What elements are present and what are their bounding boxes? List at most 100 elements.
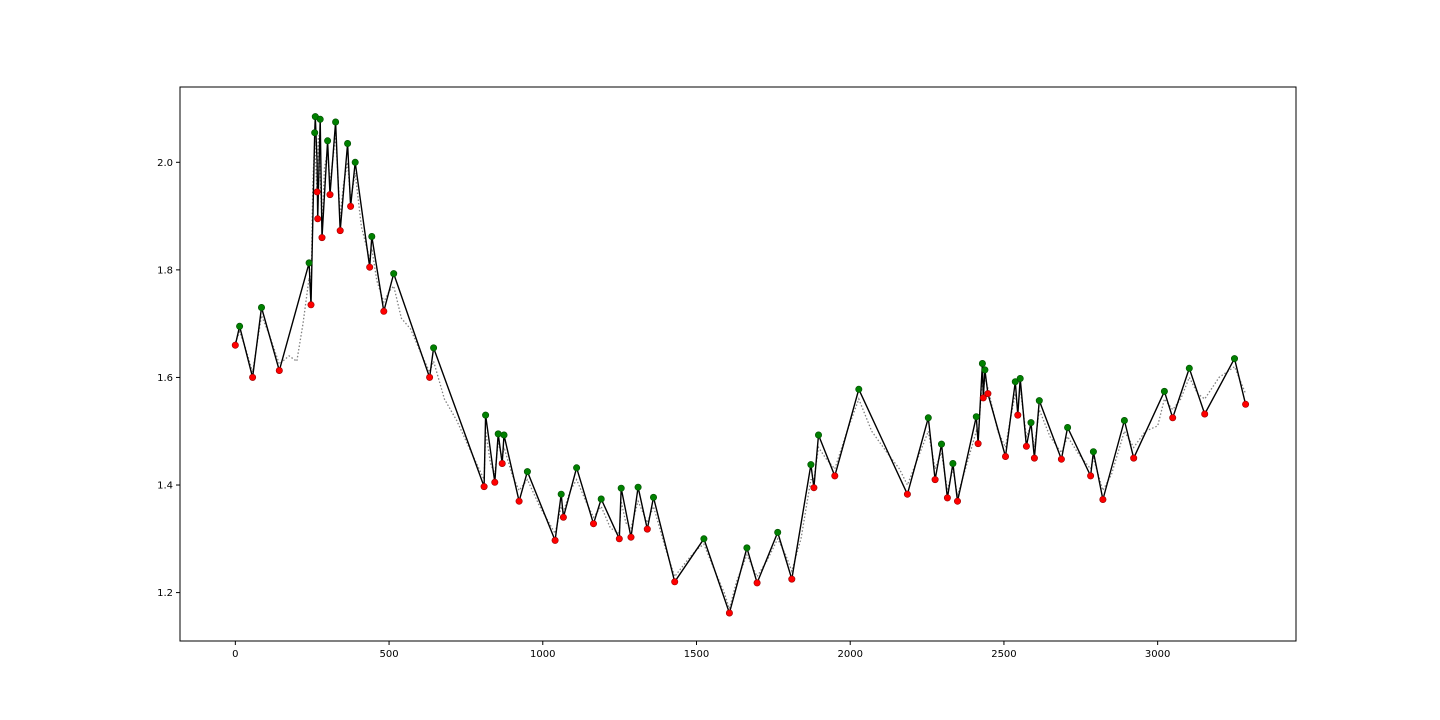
peak-marker — [597, 495, 605, 503]
axes-frame — [179, 86, 1297, 642]
peak-marker — [1011, 378, 1019, 386]
peak-marker — [1016, 374, 1024, 382]
trough-marker — [615, 535, 623, 543]
peak-marker — [257, 303, 265, 311]
peak-marker — [1120, 416, 1128, 424]
trough-marker — [979, 394, 987, 402]
trough-marker — [1099, 495, 1107, 503]
peak-marker — [1089, 448, 1097, 456]
trough-marker — [491, 478, 499, 486]
x-tick-label: 1000 — [530, 649, 555, 660]
trough-marker — [903, 490, 911, 498]
trough-marker — [831, 472, 839, 480]
peak-marker — [430, 344, 438, 352]
peak-marker — [332, 118, 340, 126]
trough-marker — [231, 341, 239, 349]
trough-marker — [788, 575, 796, 583]
peak-marker — [855, 385, 863, 393]
peak-marker — [351, 158, 359, 166]
zigzag-series-line — [234, 116, 1247, 616]
markers-layer — [231, 113, 1250, 617]
peak-marker — [807, 461, 815, 469]
trough-marker — [725, 609, 733, 617]
trough-marker — [943, 494, 951, 502]
peak-marker — [305, 259, 313, 267]
peak-marker — [390, 270, 398, 278]
peak-marker — [814, 431, 822, 439]
peak-marker — [1035, 397, 1043, 405]
peak-marker — [573, 464, 581, 472]
trough-marker — [671, 578, 679, 586]
trough-marker — [1201, 410, 1209, 418]
trough-marker — [1242, 400, 1250, 408]
x-tick-label: 3000 — [1145, 649, 1170, 660]
peak-marker — [236, 322, 244, 330]
peak-marker — [981, 366, 989, 374]
trough-marker — [326, 191, 334, 199]
trough-marker — [498, 459, 506, 467]
y-axis: 1.2 1.4 1.6 1.8 2.0 — [157, 158, 180, 599]
peak-marker — [368, 233, 376, 241]
trough-marker — [953, 497, 961, 505]
trough-marker — [589, 520, 597, 528]
peak-marker — [324, 137, 332, 145]
peak-marker — [1231, 355, 1239, 363]
peak-marker — [316, 115, 324, 123]
peak-marker — [494, 430, 502, 438]
trough-marker — [1130, 454, 1138, 462]
trough-marker — [426, 373, 434, 381]
trough-marker — [313, 188, 321, 196]
x-tick-label: 1500 — [684, 649, 709, 660]
trough-marker — [275, 366, 283, 374]
peak-marker — [949, 459, 957, 467]
trough-marker — [318, 234, 326, 242]
trough-marker — [515, 497, 523, 505]
peak-marker — [500, 431, 508, 439]
peak-marker — [1160, 387, 1168, 395]
peak-marker — [482, 411, 490, 419]
trough-marker — [1057, 455, 1065, 463]
trough-marker — [551, 536, 559, 544]
trough-marker — [627, 533, 635, 541]
trough-marker — [1087, 472, 1095, 480]
y-tick-label: 1.4 — [157, 481, 173, 492]
x-tick-label: 0 — [232, 649, 238, 660]
peak-marker — [1064, 423, 1072, 431]
y-tick-label: 1.8 — [157, 265, 173, 276]
trough-marker — [984, 390, 992, 398]
peak-marker — [311, 129, 319, 137]
trough-marker — [559, 513, 567, 521]
y-tick-label: 2.0 — [157, 158, 173, 169]
trough-marker — [366, 263, 374, 271]
trough-marker — [1022, 442, 1030, 450]
peak-marker — [1185, 364, 1193, 372]
trough-marker — [347, 202, 355, 210]
peak-marker — [937, 440, 945, 448]
peak-marker — [649, 493, 657, 501]
x-tick-label: 2000 — [837, 649, 862, 660]
y-tick-label: 1.2 — [157, 588, 173, 599]
peak-marker — [978, 359, 986, 367]
peak-marker — [634, 483, 642, 491]
trough-marker — [1169, 414, 1177, 422]
trough-marker — [480, 483, 488, 491]
x-tick-label: 2500 — [991, 649, 1016, 660]
trough-marker — [643, 525, 651, 533]
trough-marker — [753, 579, 761, 587]
peak-marker — [700, 535, 708, 543]
plot-area — [234, 116, 1247, 616]
peak-marker — [1027, 419, 1035, 427]
trough-marker — [249, 373, 257, 381]
trough-marker — [810, 484, 818, 492]
peak-marker — [972, 413, 980, 421]
trough-marker — [380, 307, 388, 315]
x-axis: 0 500 1000 1500 2000 2500 3000 — [232, 641, 1170, 660]
peak-marker — [743, 544, 751, 552]
peak-marker — [344, 140, 352, 148]
trough-marker — [974, 440, 982, 448]
trough-marker — [307, 301, 315, 309]
x-tick-label: 500 — [380, 649, 399, 660]
trough-marker — [1001, 452, 1009, 460]
trough-marker — [931, 476, 939, 484]
